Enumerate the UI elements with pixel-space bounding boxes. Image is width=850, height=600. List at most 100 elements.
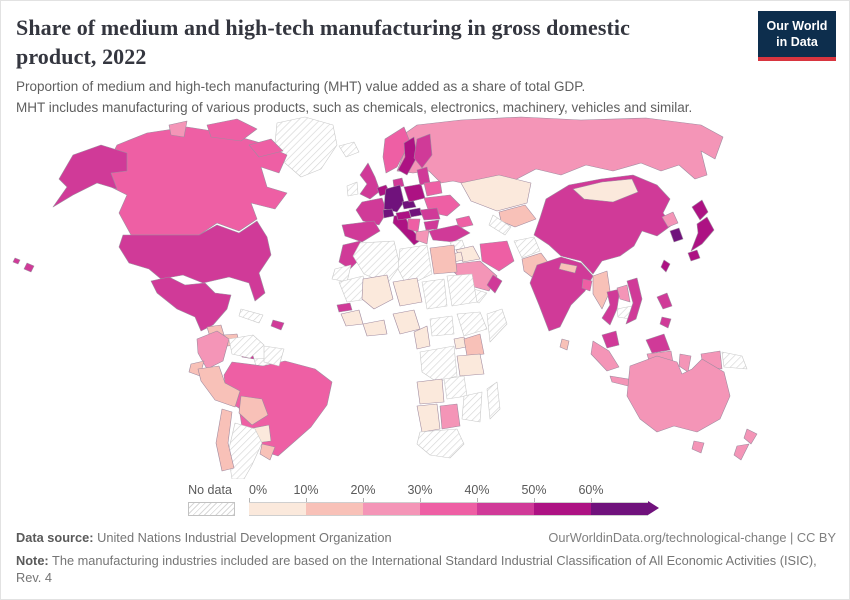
country-chad[interactable] [421,278,448,310]
country-greece[interactable] [415,229,430,245]
country-cameroon[interactable] [413,325,431,350]
country-taiwan[interactable] [660,259,671,273]
legend-segment-10-20[interactable] [306,502,363,516]
country-turkey[interactable] [428,224,471,243]
country-tanzania[interactable] [456,353,485,377]
country-uruguay[interactable] [259,443,276,461]
country-papua-new-guinea[interactable] [721,351,748,370]
country-india[interactable] [529,256,594,332]
country-russia-chukotka[interactable] [168,120,188,138]
country-mali[interactable] [361,274,394,310]
country-turkmenistan[interactable] [488,214,512,236]
country-tasmania[interactable] [691,440,705,454]
country-hawaii[interactable] [12,257,35,273]
country-guinea[interactable] [340,309,364,327]
country-kazakhstan[interactable] [460,174,532,212]
country-dominican-republic[interactable] [270,319,285,331]
country-sri-lanka[interactable] [559,338,570,351]
country-indonesia-sulawesi[interactable] [678,353,692,373]
country-nepal[interactable] [558,262,578,274]
country-vietnam[interactable] [625,277,643,325]
country-colombia[interactable] [196,330,230,370]
country-spain[interactable] [341,220,381,243]
legend-segment-40-50[interactable] [477,502,534,516]
country-germany[interactable] [383,184,405,213]
country-niger[interactable] [392,277,423,307]
country-west-africa-coast[interactable] [362,319,388,337]
country-angola[interactable] [416,378,445,405]
legend-segment-60-plus[interactable] [591,502,648,516]
country-philippines[interactable] [656,292,673,329]
country-senegal[interactable] [336,302,353,313]
country-sudan[interactable] [446,273,478,307]
country-sweden[interactable] [397,136,418,176]
country-poland[interactable] [403,183,426,203]
country-libya[interactable] [397,244,433,287]
country-russia[interactable] [396,116,724,186]
country-ethiopia[interactable] [456,311,488,337]
country-bolivia[interactable] [238,395,269,426]
legend-segment-0-10[interactable] [249,502,306,516]
country-south-africa[interactable] [416,428,465,459]
country-canada[interactable] [104,126,288,236]
country-hungary[interactable] [408,207,423,218]
country-central-african-republic[interactable] [429,315,455,337]
country-ireland[interactable] [346,181,359,197]
country-malaysia-peninsula[interactable] [601,330,620,349]
country-chile[interactable] [215,408,235,472]
country-central-asia[interactable] [498,204,537,228]
country-alaska[interactable] [52,144,128,208]
country-dr-congo[interactable] [419,345,458,383]
country-australia[interactable] [626,355,731,433]
country-namibia[interactable] [416,403,441,433]
country-mongolia[interactable] [572,178,639,203]
country-kenya[interactable] [463,333,485,357]
country-bulgaria[interactable] [423,219,440,231]
country-afghanistan[interactable] [513,236,541,259]
country-cuba[interactable] [238,308,264,324]
country-botswana[interactable] [439,403,461,430]
country-caucasus[interactable] [455,215,474,229]
country-japan[interactable] [687,199,715,262]
country-norway[interactable] [382,126,411,174]
country-egypt[interactable] [429,244,458,275]
country-venezuela[interactable] [228,334,265,359]
owid-logo[interactable]: Our World in Data [758,11,836,62]
country-laos[interactable] [616,284,631,303]
country-madagascar[interactable] [486,381,501,420]
country-new-zealand[interactable] [733,428,758,461]
country-austria[interactable] [395,210,412,221]
owid-url-link[interactable]: OurWorldinData.org/technological-change … [548,530,836,545]
legend-segment-30-40[interactable] [420,502,477,516]
country-belarus[interactable] [423,180,443,197]
country-iceland[interactable] [338,141,360,158]
country-zambia[interactable] [443,375,468,400]
country-switzerland[interactable] [382,208,395,219]
country-oman[interactable] [486,274,503,294]
country-romania[interactable] [419,207,441,221]
legend-no-data-swatch[interactable] [188,502,235,516]
country-greenland[interactable] [274,116,338,178]
data-source: Data source: United Nations Industrial D… [16,530,392,545]
country-iran[interactable] [479,240,515,272]
country-mozambique-zimbabwe[interactable] [461,391,483,423]
country-myanmar[interactable] [592,270,611,310]
country-china[interactable] [533,174,673,275]
country-canada-arctic[interactable] [206,118,284,158]
country-south-korea[interactable] [669,227,684,243]
country-denmark[interactable] [392,177,405,189]
country-peru[interactable] [197,365,241,408]
country-guyana-suriname[interactable] [263,345,285,367]
country-mexico[interactable] [150,276,232,332]
country-north-korea[interactable] [661,211,679,228]
country-indonesia-sumatra[interactable] [590,340,620,372]
country-malaysia-borneo[interactable] [645,333,671,354]
country-bangladesh[interactable] [581,278,593,292]
country-nigeria[interactable] [392,309,421,335]
country-finland[interactable] [413,133,433,169]
country-somalia[interactable] [486,308,508,343]
country-united-kingdom[interactable] [359,162,381,200]
legend-segment-50-60[interactable] [534,502,591,516]
country-france[interactable] [355,197,388,226]
legend-segment-20-30[interactable] [363,502,420,516]
